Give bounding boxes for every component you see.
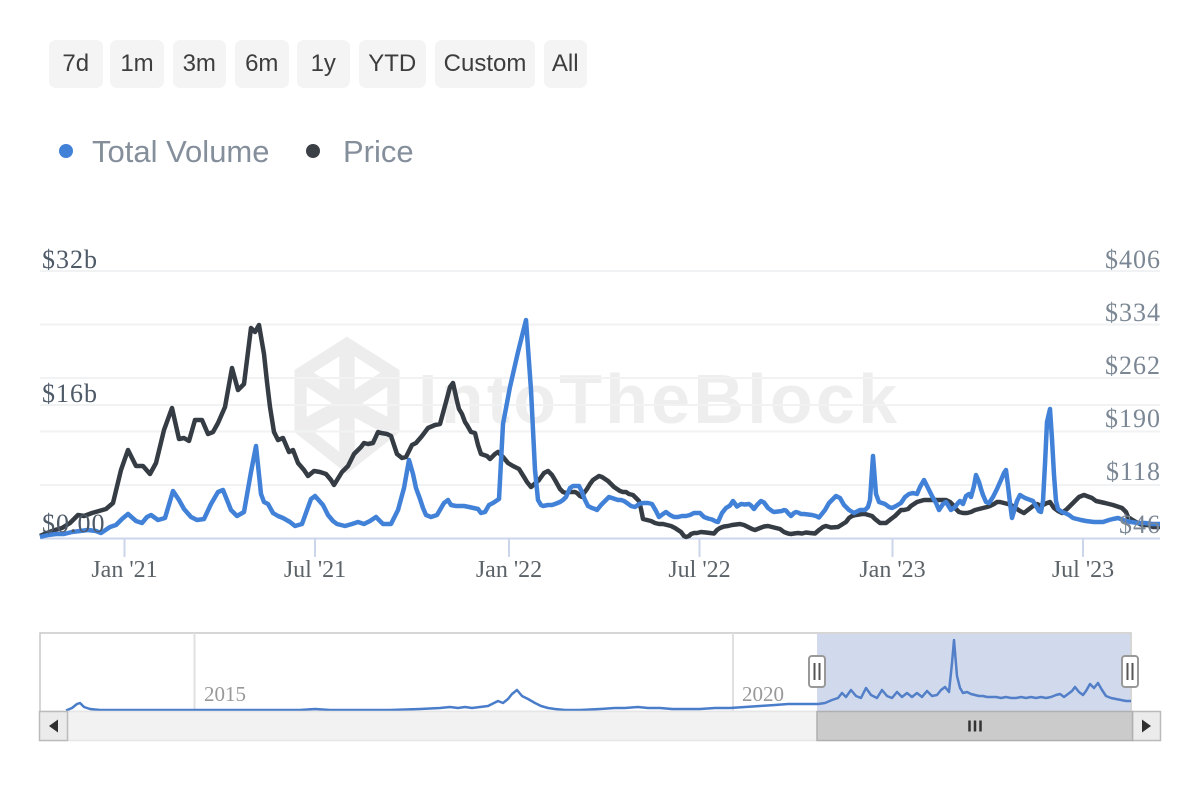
svg-text:IntoTheBlock: IntoTheBlock <box>418 360 897 438</box>
